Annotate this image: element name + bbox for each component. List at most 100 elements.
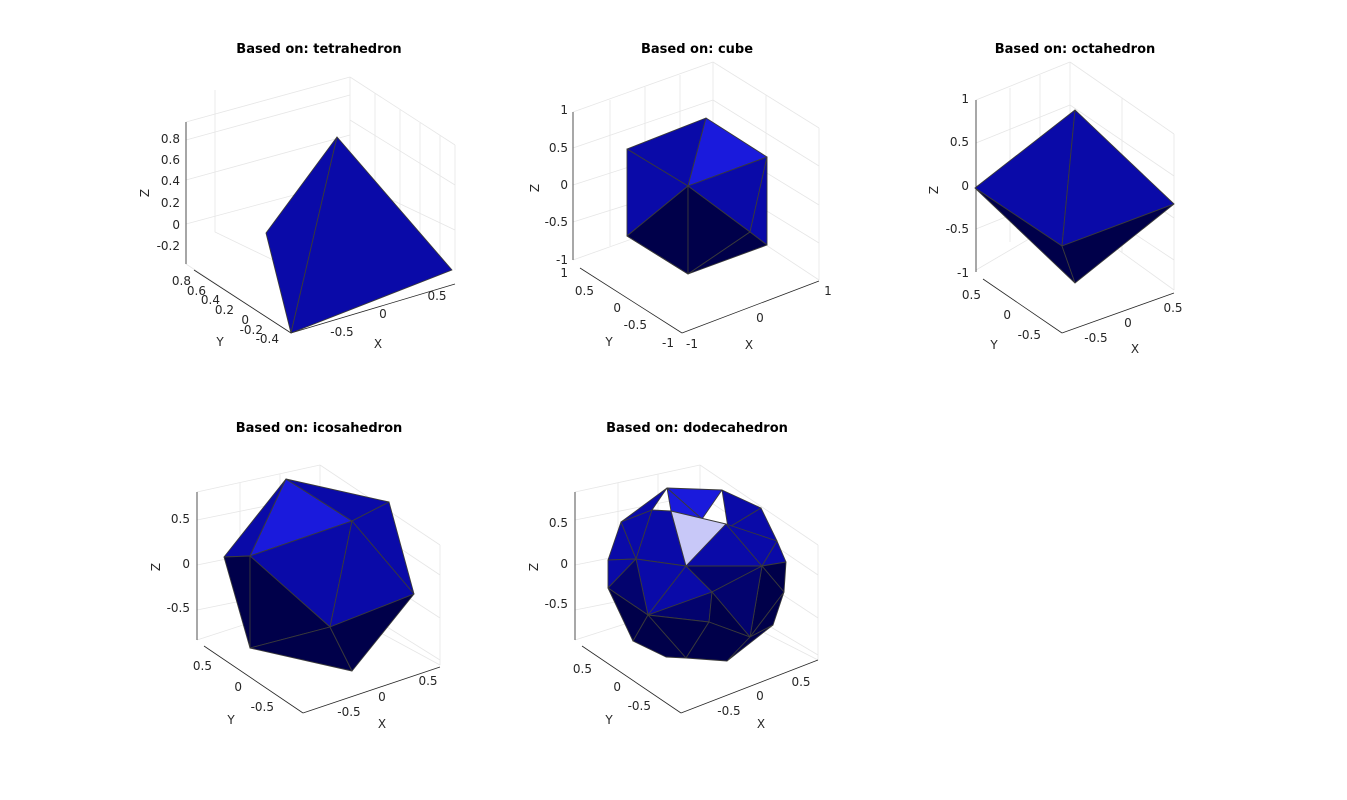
mesh-face bbox=[687, 231, 768, 275]
z-tick-label: 0.4 bbox=[161, 174, 180, 188]
z-tick-label: 0 bbox=[172, 218, 180, 232]
y-tick-label: 0.6 bbox=[187, 284, 206, 298]
y-tick-label: -0.5 bbox=[1018, 328, 1041, 342]
yticks-dodecahedron: -0.5 0 0.5 bbox=[573, 662, 651, 713]
x-tick-label: 0.5 bbox=[791, 675, 810, 689]
z-tick-label: -0.2 bbox=[157, 239, 180, 253]
chart-title-cube: Based on: cube bbox=[640, 42, 754, 57]
y-tick-label: -0.2 bbox=[240, 323, 263, 337]
axes-dodecahedron bbox=[574, 492, 819, 714]
x-tick-label: -0.5 bbox=[330, 325, 353, 339]
xticks-octahedron: -0.5 0 0.5 bbox=[1084, 301, 1182, 345]
zticks-icosahedron: -0.5 0 0.5 bbox=[167, 512, 190, 615]
x-tick-label: 0 bbox=[756, 311, 764, 325]
mesh-face bbox=[1061, 203, 1175, 284]
mesh-dodecahedron bbox=[607, 487, 787, 662]
z-tick-label: 0.2 bbox=[161, 196, 180, 210]
y-axis-label: Y bbox=[604, 335, 613, 349]
x-tick-label: -1 bbox=[686, 337, 698, 351]
z-tick-label: 0.5 bbox=[950, 135, 969, 149]
y-tick-label: 0.5 bbox=[575, 284, 594, 298]
z-tick-label: -1 bbox=[957, 266, 969, 280]
mesh-face bbox=[329, 593, 415, 672]
axes-octahedron bbox=[975, 100, 1175, 334]
z-tick-label: 0 bbox=[560, 178, 568, 192]
xticks-cube: -1 0 1 bbox=[686, 284, 832, 351]
y-tick-label: 1 bbox=[560, 266, 568, 280]
z-axis-label: Z bbox=[528, 184, 542, 192]
xticks-dodecahedron: -0.5 0 0.5 bbox=[717, 675, 810, 718]
z-tick-label: 0 bbox=[182, 557, 190, 571]
y-tick-label: -0.5 bbox=[624, 318, 647, 332]
zticks-octahedron: -1 -0.5 0 0.5 1 bbox=[946, 92, 969, 280]
x-tick-label: 0 bbox=[378, 690, 386, 704]
mesh-face bbox=[626, 235, 689, 275]
z-tick-label: 0.5 bbox=[549, 141, 568, 155]
chart-title-octahedron: Based on: octahedron bbox=[994, 42, 1156, 57]
z-axis-label: Z bbox=[138, 189, 152, 197]
x-tick-label: 0 bbox=[379, 307, 387, 321]
mesh-icosahedron bbox=[223, 478, 415, 672]
y-axis-label: Y bbox=[604, 713, 613, 727]
x-tick-label: -0.5 bbox=[1084, 331, 1107, 345]
z-tick-label: 0.5 bbox=[549, 516, 568, 530]
mesh-face bbox=[726, 624, 774, 662]
z-tick-label: 1 bbox=[961, 92, 969, 106]
z-axis-label: Z bbox=[927, 186, 941, 194]
yticks-cube: -1 -0.5 0 0.5 1 bbox=[560, 266, 674, 350]
x-tick-label: 0.5 bbox=[427, 289, 446, 303]
y-axis-label: Y bbox=[226, 713, 235, 727]
mesh-cube bbox=[626, 117, 768, 275]
z-tick-label: 0.6 bbox=[161, 153, 180, 167]
y-tick-label: 0.5 bbox=[962, 288, 981, 302]
x-axis-label: X bbox=[378, 717, 386, 731]
y-tick-label: 0.2 bbox=[215, 303, 234, 317]
y-tick-label: 0.8 bbox=[172, 274, 191, 288]
z-tick-label: 0 bbox=[560, 557, 568, 571]
y-tick-label: 0 bbox=[241, 313, 249, 327]
x-tick-label: 0 bbox=[1124, 316, 1132, 330]
axes-cube bbox=[572, 112, 820, 334]
y-tick-label: 0.5 bbox=[573, 662, 592, 676]
z-tick-label: -1 bbox=[556, 253, 568, 267]
y-tick-label: 0 bbox=[613, 301, 621, 315]
chart-title-dodecahedron: Based on: dodecahedron bbox=[606, 421, 788, 436]
y-tick-label: -0.4 bbox=[256, 332, 279, 346]
chart-title-tetrahedron: Based on: tetrahedron bbox=[236, 42, 402, 57]
yticks-tetrahedron: -0.4 -0.2 0 0.2 0.4 0.6 0.8 bbox=[172, 274, 279, 346]
z-tick-label: -0.5 bbox=[545, 215, 568, 229]
z-tick-label: 0 bbox=[961, 179, 969, 193]
chart-title-icosahedron: Based on: icosahedron bbox=[235, 421, 403, 436]
y-axis-label: Y bbox=[989, 338, 998, 352]
y-tick-label: 0.5 bbox=[193, 659, 212, 673]
x-tick-label: 0 bbox=[756, 689, 764, 703]
z-tick-label: -0.5 bbox=[167, 601, 190, 615]
yticks-octahedron: -0.5 0 0.5 bbox=[962, 288, 1041, 342]
y-tick-label: 0 bbox=[1003, 308, 1011, 322]
x-tick-label: 0.5 bbox=[1163, 301, 1182, 315]
y-tick-label: -0.5 bbox=[251, 700, 274, 714]
z-tick-label: 0.5 bbox=[171, 512, 190, 526]
y-tick-label: 0.4 bbox=[201, 293, 220, 307]
z-tick-label: -0.5 bbox=[946, 222, 969, 236]
z-tick-label: -0.5 bbox=[545, 597, 568, 611]
z-axis-label: Z bbox=[149, 563, 163, 571]
xticks-icosahedron: -0.5 0 0.5 bbox=[337, 674, 437, 719]
axes-icosahedron bbox=[196, 492, 441, 714]
z-axis-label: Z bbox=[527, 563, 541, 571]
x-axis-label: X bbox=[1131, 342, 1139, 356]
zticks-tetrahedron: -0.2 0 0.2 0.4 0.6 0.8 bbox=[157, 132, 180, 253]
mesh-octahedron bbox=[974, 109, 1175, 284]
y-tick-label: -1 bbox=[662, 336, 674, 350]
z-tick-label: 0.8 bbox=[161, 132, 180, 146]
x-axis-label: X bbox=[757, 717, 765, 731]
mesh-tetrahedron bbox=[265, 136, 453, 334]
axes-tetrahedron bbox=[185, 122, 456, 334]
